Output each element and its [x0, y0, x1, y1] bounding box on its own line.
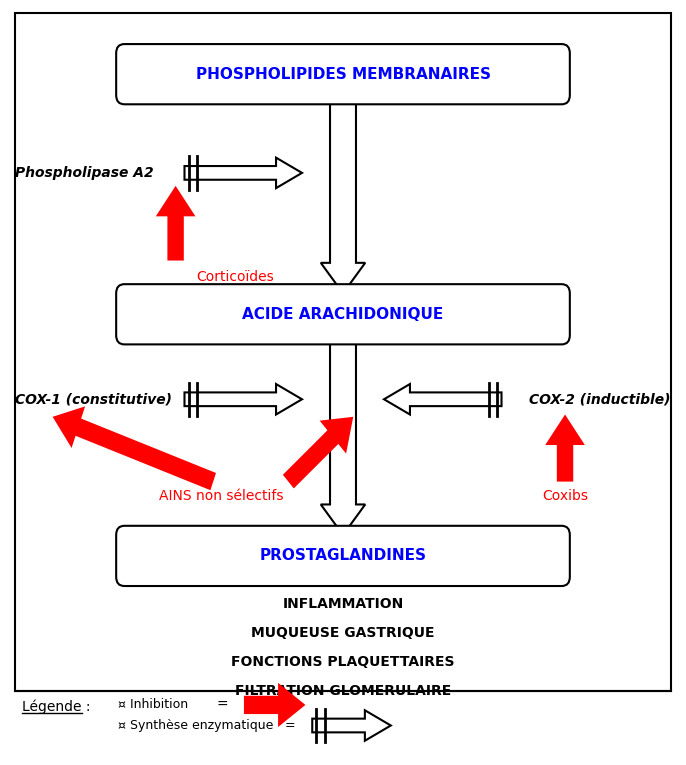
FancyBboxPatch shape	[116, 44, 570, 104]
Text: Corticoïdes: Corticoïdes	[196, 270, 274, 284]
Text: FILTRATION GLOMERULAIRE: FILTRATION GLOMERULAIRE	[235, 685, 451, 698]
FancyArrow shape	[283, 417, 353, 488]
FancyArrow shape	[312, 710, 391, 741]
Text: INFLAMMATION: INFLAMMATION	[283, 597, 403, 611]
FancyArrow shape	[185, 158, 302, 188]
Text: FONCTIONS PLAQUETTAIRES: FONCTIONS PLAQUETTAIRES	[231, 656, 455, 669]
Text: COX-1 (constitutive): COX-1 (constitutive)	[15, 392, 172, 406]
FancyArrow shape	[321, 335, 365, 535]
Text: ¤ Inhibition: ¤ Inhibition	[117, 698, 188, 711]
FancyArrow shape	[53, 406, 216, 490]
Text: ¤ Synthèse enzymatique: ¤ Synthèse enzymatique	[117, 719, 273, 732]
Text: Légende :: Légende :	[22, 700, 91, 715]
FancyArrow shape	[185, 384, 302, 415]
Text: Phospholipase A2: Phospholipase A2	[15, 166, 154, 180]
FancyArrow shape	[156, 186, 196, 261]
Text: =: =	[285, 719, 296, 732]
FancyBboxPatch shape	[116, 284, 570, 344]
Text: AINS non sélectifs: AINS non sélectifs	[158, 489, 283, 503]
Text: Coxibs: Coxibs	[542, 489, 588, 503]
Text: ACIDE ARACHIDONIQUE: ACIDE ARACHIDONIQUE	[242, 307, 444, 322]
Bar	[15, 13, 671, 692]
FancyArrow shape	[384, 384, 501, 415]
Text: MUQUEUSE GASTRIQUE: MUQUEUSE GASTRIQUE	[251, 627, 435, 640]
Text: COX-2 (inductible): COX-2 (inductible)	[530, 392, 671, 406]
FancyArrow shape	[244, 683, 305, 727]
Text: =: =	[217, 698, 228, 712]
FancyArrow shape	[545, 415, 585, 482]
FancyArrow shape	[321, 95, 365, 293]
Text: PHOSPHOLIPIDES MEMBRANAIRES: PHOSPHOLIPIDES MEMBRANAIRES	[196, 67, 490, 82]
FancyBboxPatch shape	[116, 526, 570, 586]
Text: PROSTAGLANDINES: PROSTAGLANDINES	[259, 549, 427, 563]
